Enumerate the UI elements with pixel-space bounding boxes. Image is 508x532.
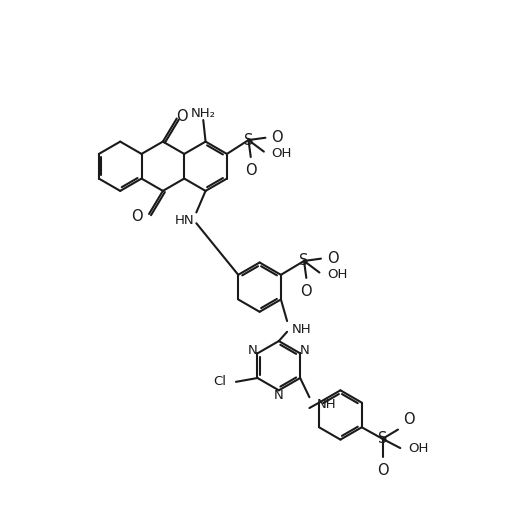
Text: O: O bbox=[131, 209, 143, 224]
Text: NH: NH bbox=[292, 323, 311, 336]
Text: OH: OH bbox=[272, 147, 292, 161]
Text: OH: OH bbox=[327, 268, 347, 281]
Text: OH: OH bbox=[408, 442, 428, 454]
Text: O: O bbox=[301, 284, 312, 299]
Text: S: S bbox=[244, 132, 253, 147]
Text: S: S bbox=[299, 253, 309, 269]
Text: N: N bbox=[300, 344, 310, 357]
Text: O: O bbox=[272, 130, 283, 145]
Text: N: N bbox=[274, 389, 283, 402]
Text: S: S bbox=[378, 431, 387, 446]
Text: HN: HN bbox=[175, 214, 195, 227]
Text: Cl: Cl bbox=[213, 376, 226, 388]
Text: NH₂: NH₂ bbox=[191, 107, 216, 120]
Text: O: O bbox=[327, 251, 339, 266]
Text: O: O bbox=[403, 412, 415, 427]
Text: O: O bbox=[245, 163, 257, 178]
Text: N: N bbox=[248, 344, 258, 357]
Text: NH: NH bbox=[317, 398, 337, 411]
Text: O: O bbox=[176, 110, 188, 124]
Text: O: O bbox=[377, 463, 389, 478]
